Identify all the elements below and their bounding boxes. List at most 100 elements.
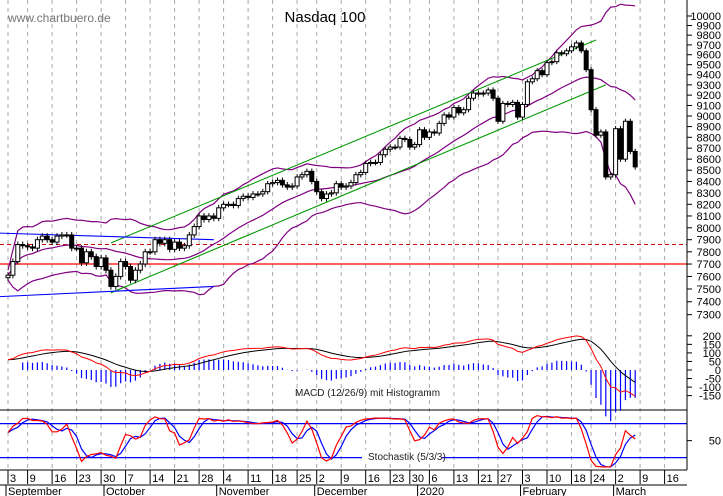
candle-body [505, 102, 511, 105]
candle-body [30, 246, 35, 249]
macd-tick-label: 100 [703, 348, 721, 360]
candle-body [382, 148, 388, 156]
candle-body [569, 46, 574, 52]
candle-body [534, 70, 540, 80]
candle-body [172, 241, 178, 250]
x-tick-label: 7 [128, 473, 134, 485]
price-tick-label: 9300 [697, 80, 721, 92]
candle-body [510, 101, 516, 105]
candle-body [250, 193, 256, 198]
candle-body [177, 241, 182, 249]
candle-body [524, 81, 530, 105]
price-tick-label: 8800 [697, 132, 721, 144]
candle-body [206, 215, 212, 220]
price-tick-label: 10000 [690, 11, 721, 23]
candle-body [64, 234, 70, 237]
x-tick-label: 30 [103, 473, 115, 485]
candle-body [265, 183, 271, 193]
x-tick-label: 4 [226, 473, 232, 485]
candle-body [559, 52, 565, 55]
candle-body [128, 266, 133, 281]
trendline-support-upper [0, 232, 214, 241]
candle-body [373, 161, 378, 164]
candle-body [593, 109, 599, 136]
trendline-channel-lower [110, 84, 607, 294]
candle-body [226, 203, 231, 206]
candle-body [216, 207, 222, 219]
macd-tick-label: -150 [699, 391, 721, 403]
candle-body [343, 185, 349, 188]
price-tick-label: 9400 [697, 70, 721, 82]
month-label: February [523, 486, 568, 496]
candle-body [255, 193, 261, 196]
candle-body [387, 146, 393, 150]
x-tick-label: 30 [412, 473, 424, 485]
candle-body [74, 247, 80, 250]
price-tick-label: 9100 [697, 101, 721, 113]
month-label: March [616, 486, 647, 496]
candle-body [466, 97, 472, 111]
candle-body [564, 50, 570, 55]
candle-body [402, 137, 408, 140]
macd-panel [7, 335, 636, 422]
trendline-support-lower [0, 285, 214, 298]
candles [5, 40, 638, 290]
price-tick-label: 8500 [697, 165, 721, 177]
month-label: 2020 [420, 486, 444, 496]
x-tick-label: 28 [201, 473, 213, 485]
candle-body [142, 251, 148, 265]
candle-body [304, 170, 310, 176]
x-tick-label: 9 [343, 473, 349, 485]
candle-body [539, 70, 545, 76]
candle-body [5, 274, 11, 279]
candle-body [314, 180, 320, 193]
x-tick-label: 18 [275, 473, 287, 485]
candle-body [451, 107, 457, 118]
macd-tick-label: -100 [699, 382, 721, 394]
price-tick-label: 7400 [697, 297, 721, 309]
grid [0, 0, 687, 470]
price-tick-label: 7900 [697, 235, 721, 247]
candle-body [441, 114, 447, 124]
candle-body [49, 239, 55, 243]
candle-body [436, 122, 442, 134]
candle-body [348, 182, 354, 187]
stoch-d-line [7, 415, 636, 468]
candle-body [59, 234, 65, 237]
month-label: November [219, 486, 270, 496]
candle-body [500, 102, 506, 122]
candle-body [544, 62, 550, 76]
price-tick-label: 9200 [697, 90, 721, 102]
candle-body [88, 251, 94, 258]
candle-body [157, 239, 163, 244]
candle-body [520, 103, 525, 118]
candle-body [39, 235, 45, 241]
candle-body [15, 244, 21, 263]
macd-tick-label: 50 [709, 356, 721, 368]
candle-body [167, 239, 173, 250]
price-tick-label: 8000 [697, 223, 721, 235]
macd-tick-label: 0 [715, 365, 721, 377]
candle-body [578, 42, 584, 52]
candle-body [279, 179, 285, 186]
price-tick-label: 7600 [697, 271, 721, 283]
trendline-channel-upper [110, 39, 597, 244]
candle-body [573, 42, 579, 48]
candle-body [495, 97, 501, 122]
candle-body [79, 247, 84, 264]
stoch-k-line [7, 414, 636, 468]
x-tick-label: 2 [618, 473, 624, 485]
price-tick-label: 8200 [697, 199, 721, 211]
candle-body [490, 89, 496, 99]
price-tick-label: 8100 [697, 211, 721, 223]
x-tick-label: 21 [480, 473, 492, 485]
overlays [0, 3, 687, 298]
candle-body [10, 261, 16, 276]
candle-body [245, 195, 251, 198]
x-tick-label: 23 [79, 473, 91, 485]
price-tick-label: 9500 [697, 60, 721, 72]
candle-body [475, 92, 481, 95]
price-tick-label: 7300 [697, 310, 721, 322]
candle-body [44, 235, 50, 241]
